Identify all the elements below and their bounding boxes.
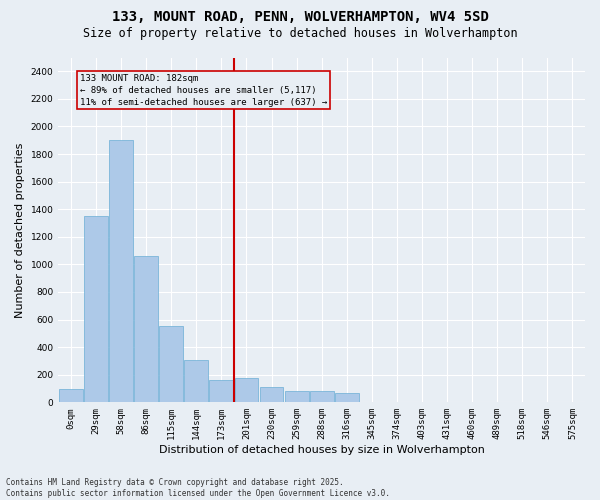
X-axis label: Distribution of detached houses by size in Wolverhampton: Distribution of detached houses by size … bbox=[159, 445, 485, 455]
Bar bbox=[209, 380, 233, 402]
Bar bbox=[59, 388, 83, 402]
Text: Contains HM Land Registry data © Crown copyright and database right 2025.
Contai: Contains HM Land Registry data © Crown c… bbox=[6, 478, 390, 498]
Bar bbox=[260, 387, 283, 402]
Bar bbox=[335, 392, 359, 402]
Bar bbox=[310, 392, 334, 402]
Text: 133, MOUNT ROAD, PENN, WOLVERHAMPTON, WV4 5SD: 133, MOUNT ROAD, PENN, WOLVERHAMPTON, WV… bbox=[112, 10, 488, 24]
Bar bbox=[160, 326, 183, 402]
Bar bbox=[285, 392, 308, 402]
Bar bbox=[109, 140, 133, 402]
Bar bbox=[134, 256, 158, 402]
Y-axis label: Number of detached properties: Number of detached properties bbox=[15, 142, 25, 318]
Bar bbox=[235, 378, 259, 402]
Bar bbox=[84, 216, 108, 402]
Text: Size of property relative to detached houses in Wolverhampton: Size of property relative to detached ho… bbox=[83, 28, 517, 40]
Bar bbox=[184, 360, 208, 403]
Text: 133 MOUNT ROAD: 182sqm
← 89% of detached houses are smaller (5,117)
11% of semi-: 133 MOUNT ROAD: 182sqm ← 89% of detached… bbox=[80, 74, 327, 106]
